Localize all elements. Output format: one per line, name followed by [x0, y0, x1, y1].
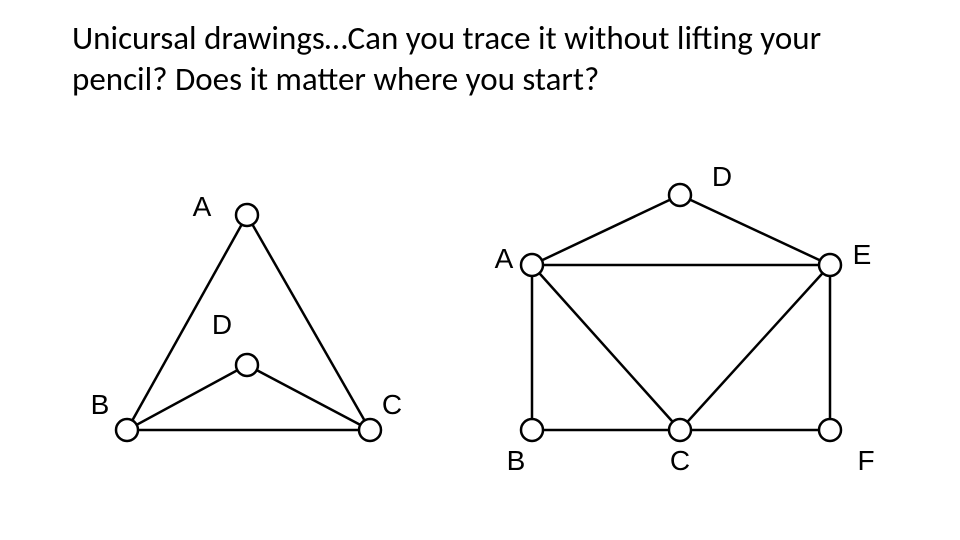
label-B: B: [507, 445, 526, 477]
label-C: C: [382, 389, 402, 421]
label-A: A: [193, 191, 212, 223]
edge-A-D: [532, 195, 680, 265]
label-A: A: [495, 243, 514, 275]
node-C: [669, 419, 691, 441]
label-F: F: [857, 445, 874, 477]
node-E: [819, 254, 841, 276]
node-A: [521, 254, 543, 276]
edge-D-E: [680, 195, 830, 265]
slide: Unicursal drawings…Can you trace it with…: [0, 0, 960, 540]
graph-right-svg: [480, 165, 900, 465]
node-D: [669, 184, 691, 206]
node-B: [521, 419, 543, 441]
node-A: [236, 204, 258, 226]
graph-right: ABCDEF: [480, 165, 900, 465]
edge-C-E: [680, 265, 830, 430]
slide-title: Unicursal drawings…Can you trace it with…: [72, 18, 900, 101]
graphs-container: A B C D ABCDEF: [72, 165, 900, 465]
node-D: [236, 354, 258, 376]
node-B: [116, 419, 138, 441]
edge-A-C: [532, 265, 680, 430]
label-D: D: [712, 161, 732, 193]
label-D: D: [212, 309, 232, 341]
label-E: E: [853, 239, 872, 271]
graph-left: A B C D: [72, 165, 452, 465]
label-B: B: [91, 389, 110, 421]
node-F: [819, 419, 841, 441]
node-C: [359, 419, 381, 441]
label-C: C: [670, 445, 690, 477]
